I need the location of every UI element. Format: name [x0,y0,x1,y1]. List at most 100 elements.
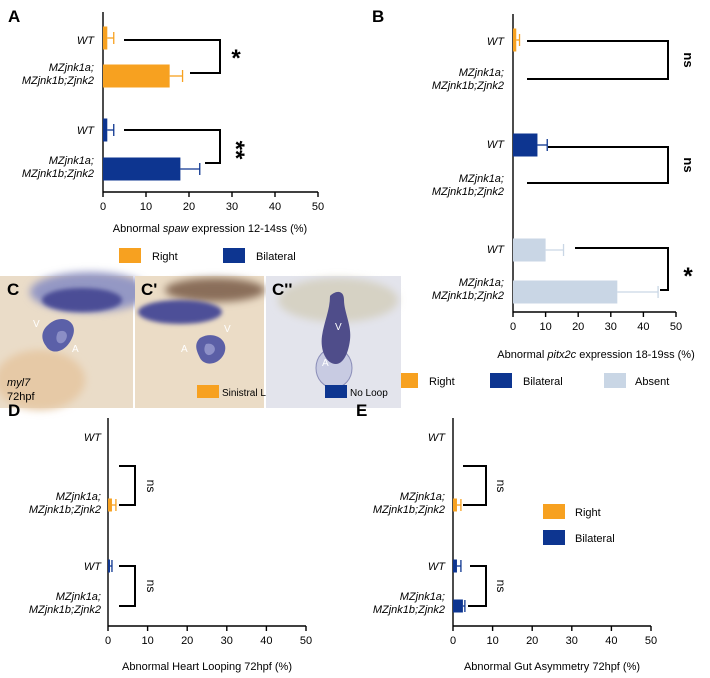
e-bar [453,559,457,573]
e-row-wt-2: WT [428,561,446,573]
image-c-double-prime: C'' V A No Loop [266,276,401,408]
e-tick-label: 40 [605,635,617,647]
d-bracket-2 [119,565,136,607]
e-bracket-1 [463,465,487,506]
e-bracket-2 [468,565,487,607]
e-row-mut1-line2: MZjnk1b;Zjnk2 [373,504,445,516]
image-c-prime: C' V A Sinistral Loop [135,276,283,408]
b-tick-label: 50 [670,321,682,333]
a-x-label: Abnormal spaw expression 12-14ss (%) [113,223,307,235]
e-row-wt-1: WT [428,432,446,444]
d-tick-label: 40 [260,635,272,647]
e-bar [453,498,457,512]
a-tick-label: 20 [183,201,195,213]
b-tick-label: 20 [572,321,584,333]
e-sig-2: ns [494,580,508,593]
b-bar [513,238,546,262]
a-legend-right-label: Right [152,251,178,263]
image-c-double-prime-legend-label: No Loop [350,388,388,399]
a-tick-label: 30 [226,201,238,213]
d-tick-label: 0 [105,635,111,647]
b-bracket-1 [527,40,669,80]
b-bar [513,28,517,52]
d-tick-label: 30 [221,635,233,647]
a-sig-2: ** [222,141,249,160]
panel-e-label: E [356,401,367,420]
e-sig-1: ns [494,480,508,493]
b-legend-bilateral-label: Bilateral [523,376,563,388]
b-row-mut1-line1: MZjnk1a; [459,67,504,79]
image-c-double-prime-mark-a: A [322,358,329,369]
a-tick-label: 10 [140,201,152,213]
panel-c-micrographs: C V A myl7 72hpf C' V A Sinistral Loop C… [0,272,401,410]
e-legend-bilateral-label: Bilateral [575,533,615,545]
b-row-mut2-line2: MZjnk1b;Zjnk2 [432,186,504,198]
a-legend-bilateral-swatch [223,248,245,263]
a-bar [103,157,181,181]
a-legend-right-swatch [119,248,141,263]
e-row-mut2-line1: MZjnk1a; [400,591,445,603]
image-c-double-prime-mark-v: V [335,322,342,333]
b-bar [513,280,618,304]
d-sig-2: ns [144,580,158,593]
e-row-mut1-line1: MZjnk1a; [400,491,445,503]
b-tick-label: 40 [637,321,649,333]
image-c: C V A myl7 72hpf [0,272,150,410]
b-row-mut3-line1: MZjnk1a; [459,277,504,289]
panel-b: B WT MZjnk1a; MZjnk1b;Zjnk2 WT MZjnk1a; … [372,7,696,388]
d-bar [108,559,110,573]
image-c-prime-label: C' [141,280,157,299]
b-legend-right-swatch [396,373,418,388]
b-legend-right-label: Right [429,376,455,388]
d-row-mut1-line2: MZjnk1b;Zjnk2 [29,504,101,516]
a-row-wt-1: WT [77,35,95,47]
panel-d: D WT MZjnk1a; MZjnk1b;Zjnk2 WT MZjnk1a; … [8,401,312,673]
image-c-double-prime-legend-swatch [325,385,347,398]
b-x-label: Abnormal pitx2c expression 18-19ss (%) [497,349,695,361]
d-bracket-1 [119,465,136,506]
d-x-label: Abnormal Heart Looping 72hpf (%) [122,661,292,673]
a-bars [103,26,201,181]
image-c-double-prime-label: C'' [272,280,292,299]
b-row-mut3-line2: MZjnk1b;Zjnk2 [432,290,504,302]
a-bar [103,118,108,142]
a-row-wt-2: WT [77,125,95,137]
image-c-mark-a: A [72,344,79,355]
panel-e: E WT MZjnk1a; MZjnk1b;Zjnk2 WT MZjnk1a; … [356,401,657,673]
b-tick-label: 10 [539,321,551,333]
d-ticks: 0 10 20 30 40 50 [105,626,312,647]
b-tick-label: 30 [605,321,617,333]
image-c-prime-mark-a: A [181,344,188,355]
e-tick-label: 20 [526,635,538,647]
image-c-caption-stage: 72hpf [7,391,35,403]
b-ticks: 0 10 20 30 40 50 [510,312,682,333]
panel-a: A WT MZjnk1a; MZjnk1b;Zjnk2 WT MZjnk1a; … [8,7,324,263]
image-c-caption-gene: myl7 [7,377,31,389]
panel-d-label: D [8,401,20,420]
e-tick-label: 0 [450,635,456,647]
b-legend-bilateral-swatch [490,373,512,388]
b-bars [513,28,659,304]
e-row-mut2-line2: MZjnk1b;Zjnk2 [373,604,445,616]
a-row-mut2-line1: MZjnk1a; [49,155,94,167]
b-row-mut1-line2: MZjnk1b;Zjnk2 [432,80,504,92]
e-tick-label: 10 [486,635,498,647]
d-tick-label: 10 [141,635,153,647]
e-legend-right-swatch [543,504,565,519]
b-bracket-3 [575,247,669,291]
b-legend-absent-swatch [604,373,626,388]
a-bar [103,26,108,50]
d-sig-1: ns [144,480,158,493]
a-legend-bilateral-label: Bilateral [256,251,296,263]
b-sig-2: ns [681,157,696,172]
a-ticks: 0 10 20 30 40 50 [100,192,324,213]
e-ticks: 0 10 20 30 40 50 [450,626,657,647]
d-row-mut2-line2: MZjnk1b;Zjnk2 [29,604,101,616]
a-tick-label: 40 [269,201,281,213]
image-c-prime-legend-swatch [197,385,219,398]
d-row-wt-1: WT [84,432,102,444]
image-c-prime-mark-v: V [224,324,231,335]
a-tick-label: 50 [312,201,324,213]
a-row-mut1-line1: MZjnk1a; [49,62,94,74]
